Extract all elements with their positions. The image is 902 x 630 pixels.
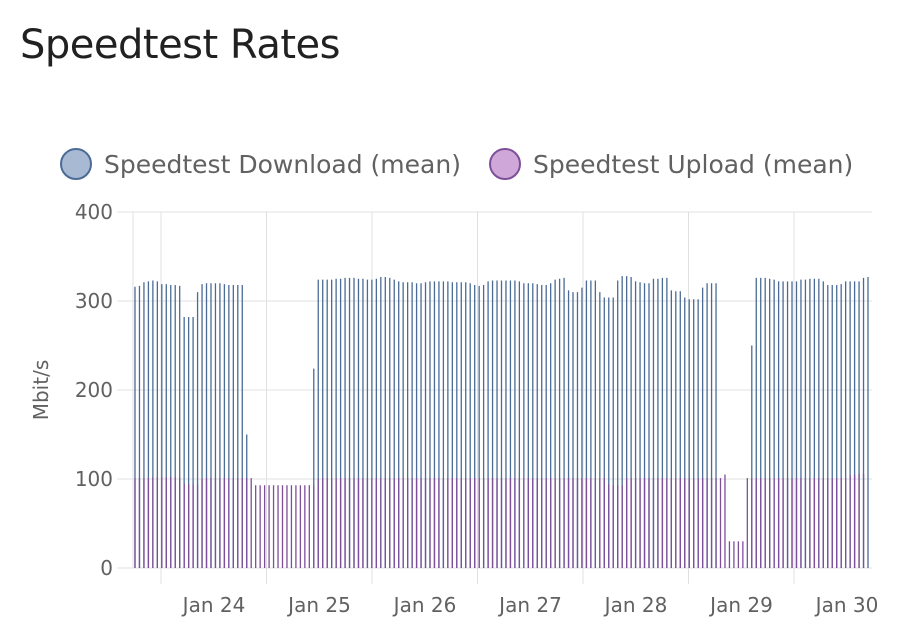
x-tick-label: Jan 24 [181, 593, 246, 617]
legend-swatch-download [60, 148, 92, 180]
y-tick-label: 0 [100, 556, 113, 580]
x-tick-label: Jan 28 [603, 593, 668, 617]
chart-axes: 0 100 200 300 400 Jan 24 Jan 25 Jan 26 Jan 27 Jan… [29, 200, 878, 617]
legend-item-download[interactable]: Speedtest Download (mean) [60, 148, 461, 180]
y-axis-label: Mbit/s [29, 360, 53, 421]
x-tick-label: Jan 25 [286, 593, 351, 617]
x-tick-label: Jan 27 [497, 593, 562, 617]
chart-bars [134, 276, 869, 568]
y-tick-label: 300 [75, 289, 113, 313]
legend-label-download: Speedtest Download (mean) [104, 150, 461, 179]
x-tick-label: Jan 29 [708, 593, 773, 617]
legend-item-upload[interactable]: Speedtest Upload (mean) [489, 148, 853, 180]
chart-legend[interactable]: Speedtest Download (mean) Speedtest Uplo… [60, 148, 853, 180]
y-tick-label: 200 [75, 378, 113, 402]
legend-swatch-upload [489, 148, 521, 180]
card-title: Speedtest Rates [20, 22, 340, 68]
legend-label-upload: Speedtest Upload (mean) [533, 150, 853, 179]
x-tick-label: Jan 26 [392, 593, 457, 617]
x-tick-label: Jan 30 [814, 593, 879, 617]
chart-gridlines [117, 211, 872, 584]
y-tick-label: 100 [75, 467, 113, 491]
y-tick-label: 400 [75, 200, 113, 224]
